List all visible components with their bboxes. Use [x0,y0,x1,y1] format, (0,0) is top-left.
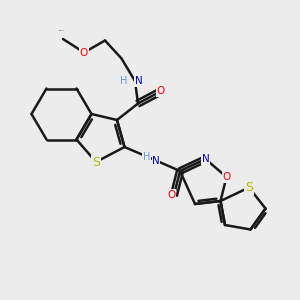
Text: O: O [222,172,231,182]
Text: methoxy: methoxy [58,30,64,31]
Text: O: O [156,86,165,97]
Text: S: S [92,155,100,169]
Text: N: N [202,154,209,164]
Text: N: N [135,76,142,86]
Text: H: H [143,152,150,162]
Text: N: N [152,155,160,166]
Text: S: S [245,181,253,194]
Text: O: O [80,47,88,58]
Text: O: O [167,190,175,200]
Text: H: H [120,76,128,86]
